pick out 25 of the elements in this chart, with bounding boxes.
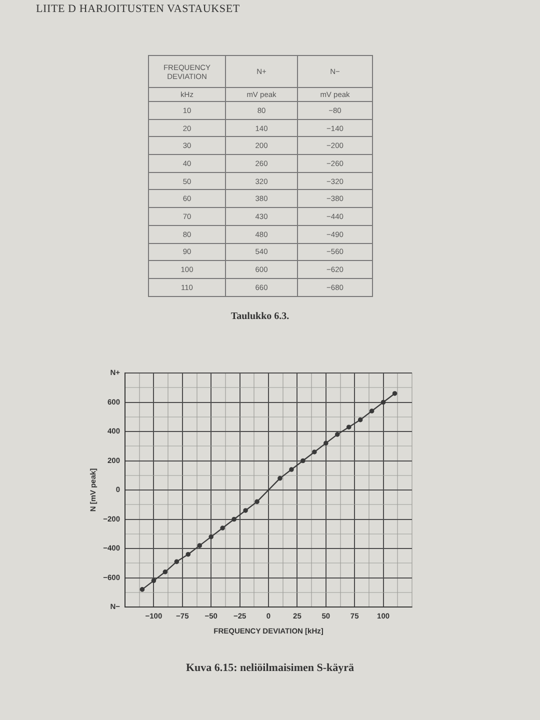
point: [254, 499, 260, 504]
point: [312, 450, 317, 454]
text: LIITE D HARJOITUSTEN VASTAUKSET: [36, 3, 240, 15]
point: [162, 570, 168, 574]
point: [392, 391, 398, 396]
point: [151, 578, 156, 584]
text: Kuva 6.15: neliöilmaisimen S-käyrä: [184, 662, 356, 674]
point: [334, 432, 340, 437]
point: [369, 408, 374, 414]
point: [289, 467, 294, 472]
point: [380, 400, 386, 405]
point: [220, 526, 225, 530]
point: [346, 424, 352, 430]
point: [324, 440, 328, 446]
point: [174, 559, 180, 564]
text: Taulukko 6.3.: [230, 311, 290, 322]
point: [300, 458, 306, 464]
point: [358, 417, 363, 422]
point: [278, 476, 282, 481]
point: [232, 516, 236, 522]
point: [140, 587, 145, 592]
point: [186, 552, 191, 557]
point: [208, 534, 214, 540]
point: [197, 543, 202, 548]
point: [243, 508, 248, 513]
